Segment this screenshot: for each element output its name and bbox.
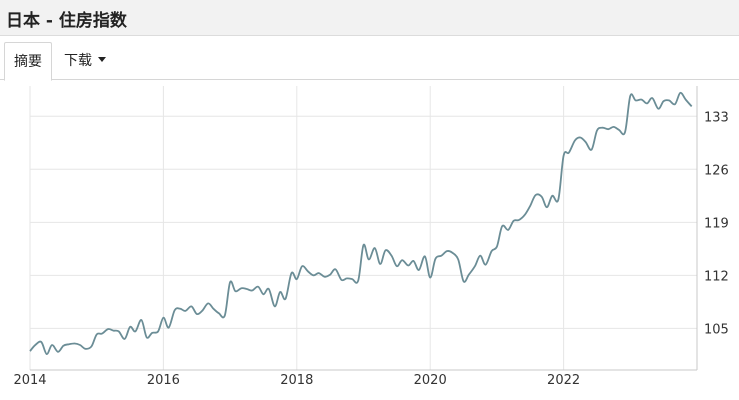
- y-tick-label: 105: [704, 322, 729, 337]
- series-layer: [29, 91, 693, 355]
- title-bar: 日本 - 住房指数: [0, 0, 739, 36]
- x-tick-label: 2020: [414, 373, 447, 388]
- y-tick-label: 119: [704, 216, 729, 231]
- tab-download-label: 下载: [64, 53, 92, 69]
- grid-lines: [29, 86, 697, 370]
- y-tick-label: 133: [704, 110, 729, 125]
- tab-bar: 摘要 下载: [0, 36, 739, 81]
- axes: [30, 86, 698, 371]
- y-tick-label: 112: [704, 269, 729, 284]
- x-tick-label: 2022: [547, 373, 580, 388]
- caret-down-icon: [98, 56, 106, 62]
- page-title: 日本 - 住房指数: [6, 11, 127, 31]
- y-tick-labels: 105 112 119 126 133: [704, 110, 729, 337]
- series-line-0: [29, 91, 693, 355]
- x-tick-label: 2018: [280, 373, 313, 388]
- y-tick-label: 126: [704, 163, 729, 178]
- tab-summary-label: 摘要: [14, 54, 42, 70]
- x-tick-label: 2016: [147, 373, 180, 388]
- tab-download[interactable]: 下载: [64, 42, 106, 80]
- tab-summary[interactable]: 摘要: [4, 42, 52, 81]
- line-chart: 2014 2016 2018 2020 2022 105 112 119 126 133: [13, 86, 729, 388]
- x-tick-labels: 2014 2016 2018 2020 2022: [13, 373, 580, 388]
- x-tick-label: 2014: [13, 373, 46, 388]
